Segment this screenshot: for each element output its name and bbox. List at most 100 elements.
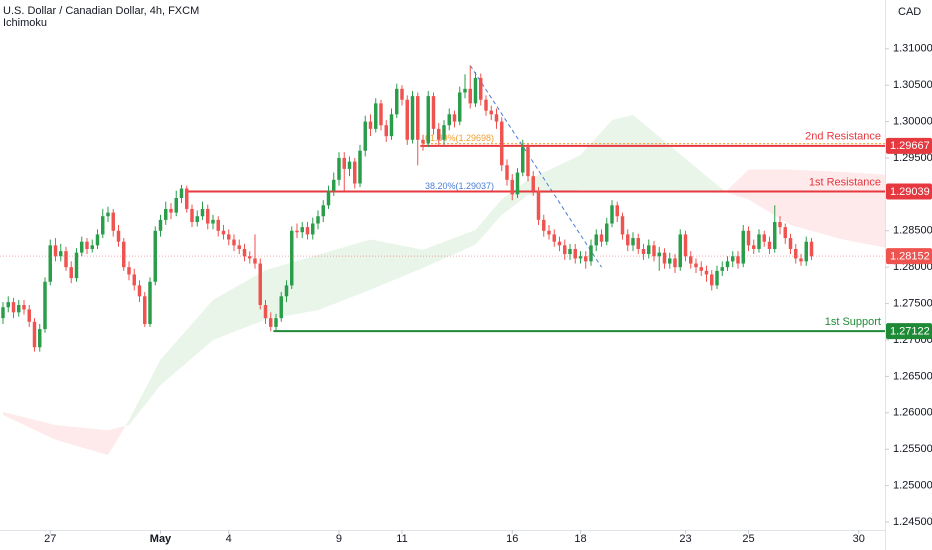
candle-body <box>253 258 257 264</box>
price-tag <box>886 323 932 340</box>
candle-body <box>221 230 226 235</box>
candle-body <box>64 251 68 268</box>
candle-body <box>421 139 425 144</box>
candle-body <box>32 321 37 348</box>
candle-body <box>379 103 383 126</box>
candle-body <box>641 248 646 255</box>
candle-body <box>158 219 163 231</box>
candle-body <box>274 318 278 327</box>
candle-body <box>778 222 782 228</box>
y-tick-label: 1.25500 <box>893 443 932 455</box>
candle-body <box>783 227 787 239</box>
candle-body <box>542 219 546 231</box>
candle-body <box>605 223 609 242</box>
price-tag <box>886 137 932 154</box>
cloud <box>790 169 843 240</box>
candle-body <box>484 99 488 111</box>
candle-body <box>22 305 26 310</box>
trendline <box>469 65 602 268</box>
candle-body <box>699 267 703 271</box>
y-tick-label: 1.29500 <box>893 152 932 164</box>
candle-body <box>452 114 457 122</box>
candle-body <box>227 234 231 240</box>
candle-body <box>153 230 157 282</box>
chart-title: U.S. Dollar / Canadian Dollar, 4h, FXCM <box>3 5 199 17</box>
candle-body <box>557 241 562 246</box>
y-tick-label: 1.26000 <box>893 407 932 419</box>
x-tick-label: May <box>150 533 172 545</box>
candle-body <box>416 96 420 140</box>
currency: CAD <box>898 6 921 18</box>
candle-body <box>410 96 415 140</box>
candle-body <box>526 147 530 177</box>
candle-body <box>773 222 777 249</box>
y-tick-label: 1.25000 <box>893 479 932 491</box>
y-tick-label: 1.24500 <box>893 516 932 528</box>
cloud <box>611 115 633 191</box>
x-tick-label: 11 <box>396 533 407 545</box>
candle-body <box>500 121 504 166</box>
candle-body <box>358 150 362 184</box>
candle-body <box>116 230 121 242</box>
candle-body <box>111 212 115 231</box>
candle-body <box>185 188 189 209</box>
candle-body <box>95 234 100 246</box>
candle-body <box>531 176 535 191</box>
y-tick-label: 1.30000 <box>893 115 932 127</box>
candle-body <box>43 281 47 330</box>
candle-body <box>447 114 451 126</box>
candle-body <box>374 103 378 129</box>
candle-body <box>521 147 525 173</box>
candle-body <box>232 239 236 246</box>
cloud <box>632 115 675 191</box>
candle-body <box>668 258 672 264</box>
candle-body <box>584 256 588 262</box>
candle-body <box>284 285 289 297</box>
candle-body <box>552 234 556 242</box>
x-tick-label: 16 <box>506 533 518 545</box>
candle-body <box>263 305 268 319</box>
candle-body <box>90 245 94 249</box>
candle-body <box>757 234 761 249</box>
candle-body <box>395 88 399 115</box>
fib-label: 61.80%(1.29698) <box>425 133 494 143</box>
candle-body <box>237 245 241 249</box>
candle-body <box>38 329 42 348</box>
candle-body <box>489 110 493 115</box>
candle-body <box>206 208 210 224</box>
cloud <box>107 426 126 456</box>
candle-body <box>290 230 294 286</box>
candle-body <box>169 208 173 213</box>
x-tick-label: 9 <box>336 533 342 545</box>
candle-body <box>305 227 310 235</box>
fib-label: 38.20%(1.29037) <box>425 181 494 191</box>
indicator-name: Ichimoku <box>3 17 47 29</box>
candle-body <box>1 307 5 319</box>
candle-body <box>589 245 593 262</box>
candle-body <box>101 216 105 235</box>
candle-body <box>536 190 541 220</box>
candle-body <box>636 238 640 249</box>
y-tick-label: 1.28500 <box>893 225 932 237</box>
candle-body <box>300 227 304 233</box>
candle-body <box>458 92 462 122</box>
candle-body <box>594 234 598 246</box>
candle-body <box>80 241 84 253</box>
candle-body <box>788 238 793 249</box>
price-tag <box>886 248 932 265</box>
candle-body <box>143 296 147 324</box>
candle-body <box>694 263 698 268</box>
x-tick-label: 27 <box>44 533 56 545</box>
candle-body <box>122 241 126 268</box>
candle-body <box>48 245 52 282</box>
candle-body <box>762 234 766 242</box>
candle-body <box>200 208 205 217</box>
candle-body <box>69 267 73 279</box>
candle-body <box>363 121 367 151</box>
candle-body <box>547 230 551 235</box>
candle-body <box>405 99 409 140</box>
cloud <box>370 239 423 290</box>
candle-body <box>6 302 10 308</box>
candle-body <box>736 256 740 264</box>
candle-body <box>211 219 215 224</box>
